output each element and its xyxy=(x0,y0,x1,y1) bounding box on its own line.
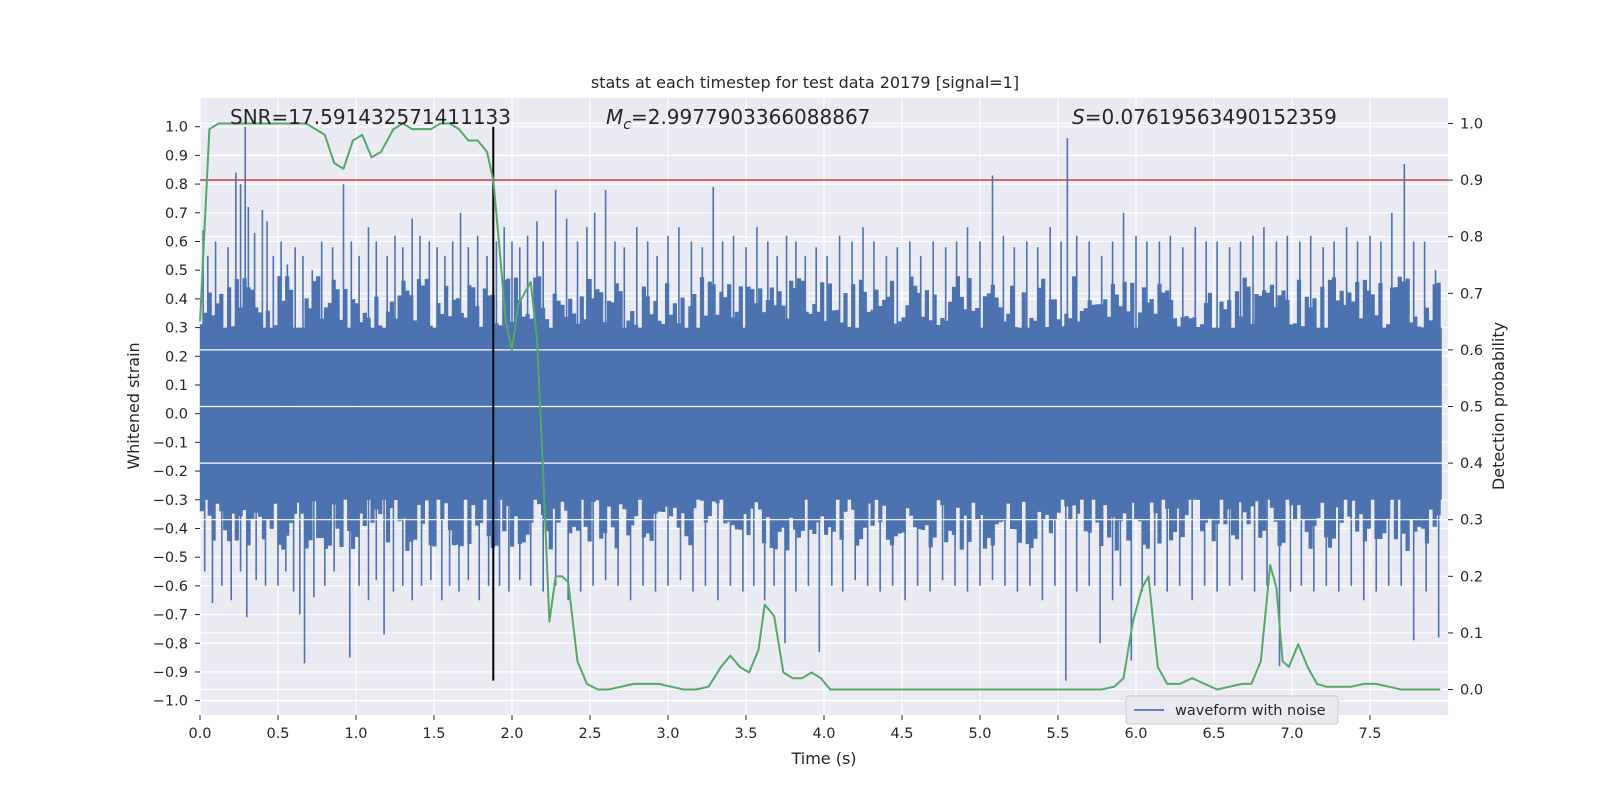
x-axis: 0.0 0.5 1.0 1.5 2.0 2.5 3.0 3.5 4.0 4.5 5.0 5.5 6.0 6… xyxy=(188,715,1382,742)
snr-annotation: SNR=17.591432571411133 xyxy=(230,105,511,129)
y-tick-label: 0.0 xyxy=(165,407,188,423)
x-tick-label: 3.5 xyxy=(734,726,757,742)
y-tick-label: −0.9 xyxy=(153,665,188,681)
x-tick-label: 1.0 xyxy=(344,726,367,742)
y2-tick-label: 0.4 xyxy=(1460,456,1483,472)
legend: waveform with noise xyxy=(1125,695,1339,725)
y2-tick-label: 0.3 xyxy=(1460,513,1483,529)
y-tick-label: 0.2 xyxy=(165,349,188,365)
y-tick-label: −0.7 xyxy=(153,608,188,624)
y-tick-label: −0.4 xyxy=(153,521,188,537)
waveform-band xyxy=(200,327,1442,500)
y2-tick-label: 0.5 xyxy=(1460,400,1483,416)
x-tick-label: 4.0 xyxy=(812,726,835,742)
x-tick-label: 7.5 xyxy=(1358,726,1381,742)
x-tick-label: 3.0 xyxy=(656,726,679,742)
y-tick-label: 0.4 xyxy=(165,292,188,308)
y2-tick-label: 0.8 xyxy=(1460,230,1483,246)
y-tick-label: −0.5 xyxy=(153,550,188,566)
y-tick-label: 0.1 xyxy=(165,378,188,394)
y-axis-left: −1.0 −0.9 −0.8 −0.7 −0.6 −0.5 −0.4 −0.3 −0.2 −0.1… xyxy=(153,120,200,710)
s-value: =0.07619563490152359 xyxy=(1085,105,1337,129)
x-tick-label: 1.5 xyxy=(422,726,445,742)
chart-title: stats at each timestep for test data 201… xyxy=(591,73,1019,92)
x-axis-title: Time (s) xyxy=(790,749,856,768)
y-tick-label: 0.8 xyxy=(165,177,188,193)
y2-tick-label: 1.0 xyxy=(1460,116,1483,132)
y2-tick-label: 0.9 xyxy=(1460,173,1483,189)
y2-tick-label: 0.0 xyxy=(1460,683,1483,699)
waveform-series xyxy=(199,126,1448,681)
y-tick-label: 0.5 xyxy=(165,263,188,279)
y-tick-label: 0.7 xyxy=(165,206,188,222)
y2-tick-label: 0.7 xyxy=(1460,286,1483,302)
probability-line xyxy=(199,122,1441,691)
x-tick-label: 5.0 xyxy=(968,726,991,742)
y-tick-label: −0.3 xyxy=(153,493,188,509)
y-tick-label: −0.6 xyxy=(153,579,188,595)
s-symbol: S xyxy=(1072,105,1085,129)
y-axis-title: Whitened strain xyxy=(124,342,143,469)
y-tick-label: 0.9 xyxy=(165,148,188,164)
mc-annotation: Mc=2.9977903366088867 xyxy=(606,105,870,133)
y-tick-label: −1.0 xyxy=(153,694,188,710)
probability-series xyxy=(199,122,1441,691)
y-tick-label: 1.0 xyxy=(165,120,188,136)
y2-tick-label: 0.2 xyxy=(1460,569,1483,585)
y-tick-label: −0.8 xyxy=(153,636,188,652)
legend-entry: waveform with noise xyxy=(1175,703,1326,719)
y2-tick-label: 0.1 xyxy=(1460,626,1483,642)
mc-value: =2.9977903366088867 xyxy=(631,105,870,129)
y2-axis-title: Detection probability xyxy=(1489,322,1508,490)
overlay-lines xyxy=(200,126,1448,681)
y-tick-label: −0.1 xyxy=(153,435,188,451)
mc-subscript: c xyxy=(623,117,631,133)
y-tick-label: 0.6 xyxy=(165,234,188,250)
x-tick-label: 2.5 xyxy=(578,726,601,742)
x-tick-label: 5.5 xyxy=(1046,726,1069,742)
y-tick-label: −0.2 xyxy=(153,464,188,480)
y2-tick-label: 0.6 xyxy=(1460,343,1483,359)
x-tick-label: 6.5 xyxy=(1202,726,1225,742)
legend-box xyxy=(1125,695,1339,725)
x-tick-label: 4.5 xyxy=(890,726,913,742)
mc-symbol: M xyxy=(606,105,623,129)
x-tick-label: 0.0 xyxy=(188,726,211,742)
x-tick-label: 7.0 xyxy=(1280,726,1303,742)
y-tick-label: 0.3 xyxy=(165,321,188,337)
y-axis-right: 0.0 0.1 0.2 0.3 0.4 0.5 0.6 0.7 0.8 0.9 1.0 xyxy=(1448,116,1483,699)
x-tick-label: 0.5 xyxy=(266,726,289,742)
s-annotation: S=0.07619563490152359 xyxy=(1072,105,1337,129)
x-tick-label: 2.0 xyxy=(500,726,523,742)
x-tick-label: 6.0 xyxy=(1124,726,1147,742)
